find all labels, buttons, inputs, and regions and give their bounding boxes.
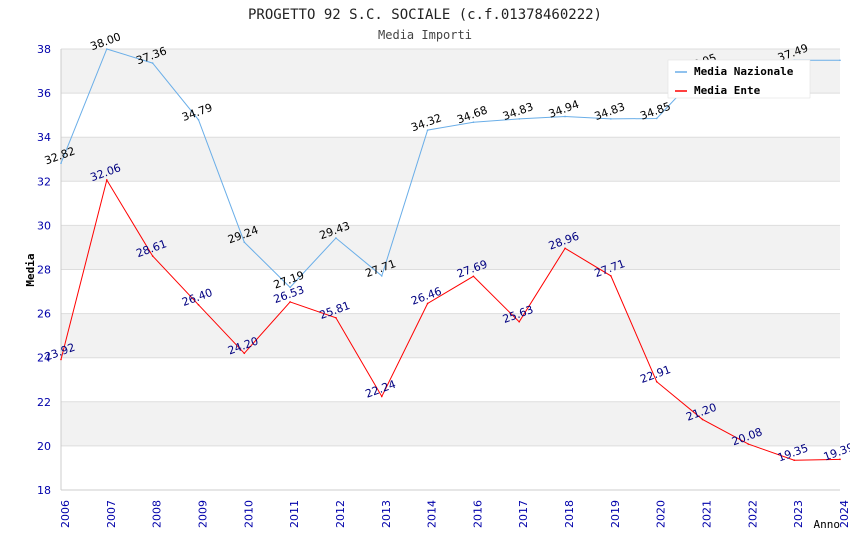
y-tick-label: 36 [37,87,51,100]
data-point [701,418,704,421]
x-tick-label: 2022 [746,500,759,528]
data-point [60,358,62,361]
data-point [655,380,658,383]
legend-box [667,59,811,99]
data-label: 22.24 [364,378,398,401]
y-tick-label: 22 [37,396,51,409]
data-point [197,118,200,121]
y-tick-label: 20 [37,440,51,453]
y-tick-labels: 18 20 22 24 26 28 30 32 34 36 38 [37,43,51,497]
data-point [335,316,337,319]
x-tick-label: 2024 [838,500,850,528]
grid-band [61,313,840,358]
y-tick-label: 30 [37,219,51,232]
x-tick-label: 2012 [334,500,347,528]
data-point [289,301,291,303]
data-label: 34.79 [180,101,214,124]
data-point [380,275,383,277]
data-label: 22.91 [638,363,672,386]
y-tick-label: 38 [37,43,51,56]
data-point [289,286,291,289]
data-point [106,179,108,181]
x-tick-label: 2023 [792,500,805,528]
grid-bands [61,49,840,446]
data-point [518,118,521,120]
chart-title: PROGETTO 92 S.C. SOCIALE (c.f.0137846022… [248,7,602,23]
data-point [610,118,612,120]
data-point [106,48,108,50]
data-point [518,320,521,323]
data-point [839,458,841,461]
grid-band [61,137,840,182]
data-point [151,255,154,257]
data-label: 34.83 [501,100,535,123]
data-label: 23.92 [43,341,77,364]
x-tick-label: 2011 [288,500,301,528]
data-point [564,115,566,118]
data-point [151,62,154,64]
x-tick-label: 2009 [196,500,209,528]
data-label: 26.46 [409,285,443,308]
data-point [839,59,841,62]
data-label: 34.83 [593,100,627,123]
x-tick-label: 2019 [609,500,622,528]
data-point [610,275,612,277]
legend: Media Nazionale Media Ente [667,59,811,99]
x-tick-label: 2020 [655,500,668,528]
data-label: 26.40 [180,286,214,309]
data-point [426,302,429,305]
x-tick-label: 2016 [471,500,484,528]
data-point [60,162,62,165]
series-line-media-ente [60,178,841,461]
data-point [564,247,566,250]
data-point [655,117,658,120]
x-tick-label: 2018 [563,500,576,528]
y-axis-label: Media [24,253,37,286]
x-tick-label: 2017 [517,500,530,528]
x-tick-label: 2008 [151,500,164,528]
data-label: 34.32 [409,111,443,134]
data-point [380,395,383,398]
legend-label-ente: Media Ente [694,84,761,97]
y-tick-label: 24 [37,352,51,365]
grid-band [61,401,840,446]
x-tick-label: 2006 [59,500,72,528]
grid-band [61,225,840,270]
data-point [793,459,795,462]
data-point [426,129,429,131]
y-tick-label: 34 [37,131,51,144]
data-label: 34.68 [455,103,489,126]
data-point [472,275,475,278]
legend-label-nazionale: Media Nazionale [694,65,794,78]
data-point [243,241,246,243]
y-tick-label: 18 [37,484,51,497]
y-tick-label: 26 [37,308,51,321]
data-point [472,121,475,124]
data-label: 34.85 [638,100,672,123]
x-tick-label: 2014 [426,500,439,528]
x-tick-labels: 2006 2007 2008 2009 2010 2011 2012 2013 2014 2016… [59,500,850,528]
data-point [747,443,750,445]
x-tick-label: 2021 [701,500,714,528]
data-point [243,352,246,355]
y-tick-label: 28 [37,264,51,277]
y-tick-label: 32 [37,175,51,188]
data-point [197,303,200,306]
x-tick-label: 2010 [242,500,255,528]
x-tick-label: 2013 [380,500,393,528]
chart-subtitle: Media Importi [378,28,472,42]
x-tick-label: 2007 [105,500,118,528]
data-point [335,237,337,239]
x-axis-label: Anno [814,518,841,531]
